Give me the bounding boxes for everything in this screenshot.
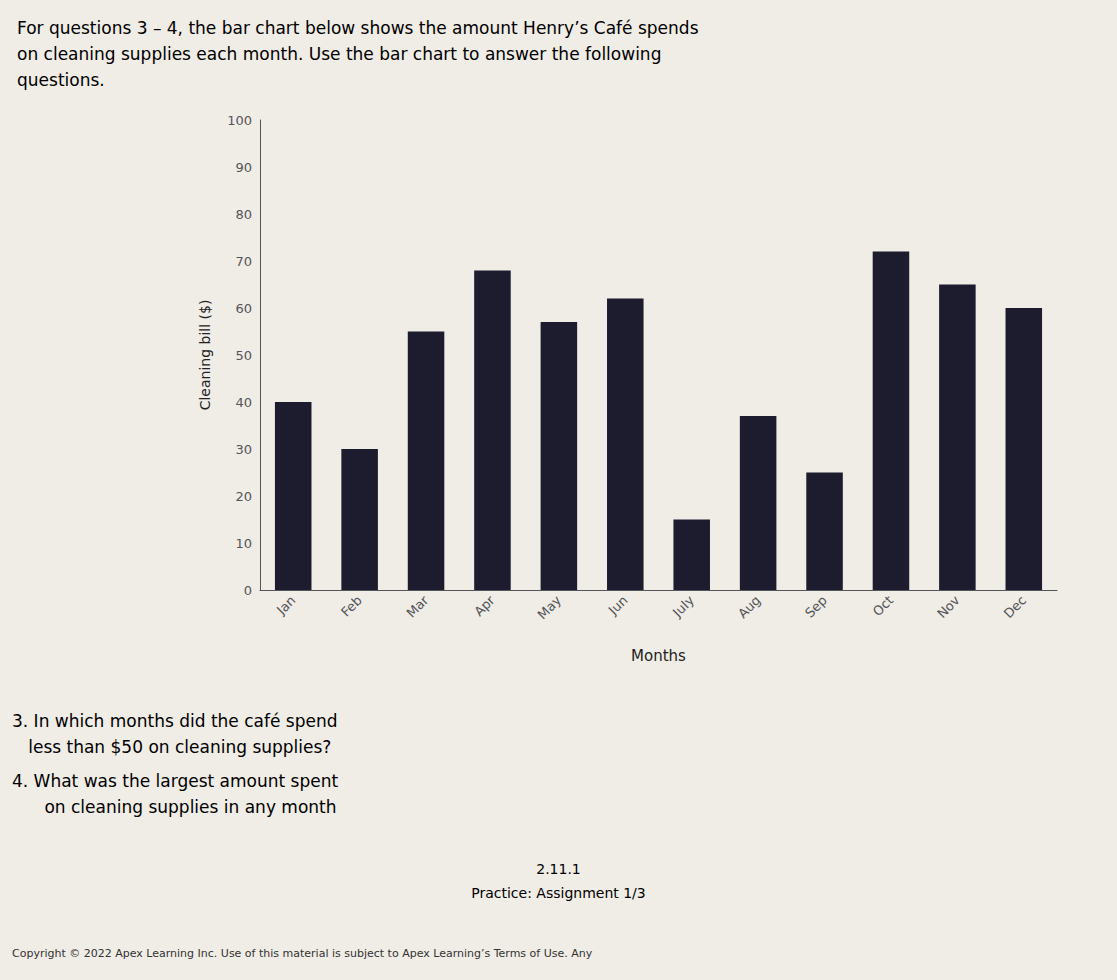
svg-text:80: 80 bbox=[235, 207, 252, 222]
svg-text:Copyright © 2022 Apex Learning: Copyright © 2022 Apex Learning Inc. Use … bbox=[12, 947, 593, 960]
svg-text:less than $50 on cleaning supp: less than $50 on cleaning supplies? bbox=[12, 737, 331, 757]
svg-text:50: 50 bbox=[235, 348, 252, 363]
svg-text:Nov: Nov bbox=[934, 592, 963, 621]
svg-text:Months: Months bbox=[631, 647, 686, 665]
svg-text:Oct: Oct bbox=[870, 593, 896, 619]
svg-text:questions.: questions. bbox=[17, 70, 105, 90]
svg-text:70: 70 bbox=[235, 254, 252, 269]
svg-text:90: 90 bbox=[235, 160, 252, 175]
svg-text:Dec: Dec bbox=[1001, 593, 1029, 621]
svg-text:For questions 3 – 4, the bar c: For questions 3 – 4, the bar chart below… bbox=[17, 18, 699, 38]
svg-text:Apr: Apr bbox=[471, 592, 498, 619]
svg-text:100: 100 bbox=[227, 113, 252, 128]
svg-text:3. In which months did the caf: 3. In which months did the café spend bbox=[12, 711, 337, 731]
svg-text:2.11.1: 2.11.1 bbox=[536, 861, 581, 877]
svg-text:Jan: Jan bbox=[273, 593, 298, 618]
svg-text:4. What was the largest amount: 4. What was the largest amount spent bbox=[12, 771, 338, 791]
svg-text:on cleaning supplies in any mo: on cleaning supplies in any month bbox=[12, 797, 337, 817]
svg-text:0: 0 bbox=[244, 583, 252, 598]
svg-text:Sep: Sep bbox=[802, 593, 830, 621]
svg-text:Mar: Mar bbox=[403, 592, 431, 620]
svg-text:Aug: Aug bbox=[735, 593, 764, 622]
svg-text:on cleaning supplies each mont: on cleaning supplies each month. Use the… bbox=[17, 44, 661, 64]
svg-text:10: 10 bbox=[235, 536, 252, 551]
svg-text:July: July bbox=[669, 592, 697, 620]
svg-text:20: 20 bbox=[235, 489, 252, 504]
svg-text:40: 40 bbox=[235, 395, 252, 410]
svg-text:Practice: Assignment 1/3: Practice: Assignment 1/3 bbox=[471, 885, 646, 901]
svg-text:30: 30 bbox=[235, 442, 252, 457]
svg-text:May: May bbox=[535, 592, 565, 622]
svg-text:Jun: Jun bbox=[605, 593, 631, 619]
svg-text:Feb: Feb bbox=[338, 593, 365, 620]
svg-text:60: 60 bbox=[235, 301, 252, 316]
svg-text:Cleaning bill ($): Cleaning bill ($) bbox=[197, 300, 213, 411]
